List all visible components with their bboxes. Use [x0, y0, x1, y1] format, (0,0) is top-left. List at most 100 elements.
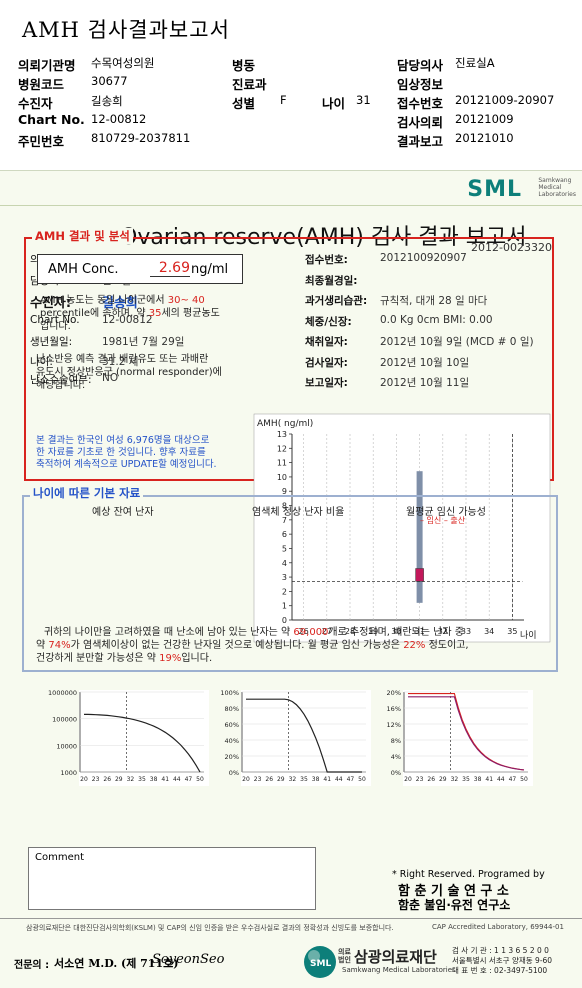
normal-egg-ratio-title: 염색체 정상 난자 비율: [252, 507, 345, 518]
header-l3-2: 나이: [322, 96, 346, 111]
header-v4-4: 20121010: [455, 131, 514, 145]
header-v4-3: 20121009: [455, 112, 514, 126]
right-info-label-6: 보고일자:: [305, 377, 348, 389]
header-l1-0: 의뢰기관명: [18, 58, 76, 73]
mini-x-tick-label: 35: [462, 776, 470, 783]
foundation-contact: 검 사 기 관 : 1 1 3 6 5 2 0 0 서울특별시 서초구 양재동 …: [452, 946, 553, 975]
mini-x-tick-label: 20: [80, 776, 88, 783]
header-l4-2: 접수번호: [397, 96, 444, 111]
specialist-label: 전문의 :: [14, 960, 50, 971]
mini-chart-bg: [241, 690, 371, 786]
mini-x-tick-label: 38: [150, 776, 158, 783]
y-tick-label: 1: [282, 602, 287, 611]
mini-x-tick-label: 32: [289, 776, 297, 783]
pregnancy-chance-chart: 20% 16% 12% 8% 4% 0%20 23 26 29 32 35 38 41 44 47 50: [387, 689, 533, 786]
header-v1-4: 810729-2037811: [91, 131, 191, 145]
left-info-label-3: 생년월일:: [30, 336, 73, 348]
svg-text:SML: SML: [310, 959, 331, 969]
document-title: AMH 검사결과보고서: [22, 18, 230, 42]
mini-x-tick-label: 35: [138, 776, 146, 783]
header-l2-0: 병동: [232, 58, 256, 73]
amh-conc-box: AMH Conc. 2.69 ng/ml: [37, 254, 243, 284]
mini-x-tick-label: 23: [254, 776, 262, 783]
header-v1-3: 12-00812: [91, 112, 147, 126]
responder-text: 난소반응 예측 결과 배란유도 또는 과배란 유도시 정상반응군 (normal…: [36, 354, 222, 391]
mini-x-tick-label: 32: [127, 776, 135, 783]
mini-y-tick-label: 100000: [52, 716, 77, 724]
foundation-name: 삼광의료재단: [354, 948, 437, 966]
data-notice: 본 결과는 한국인 여성 6,976명을 대상으로 한 자료를 기초로 한 것입…: [36, 435, 217, 470]
age-section-title: 나이에 따른 기본 자료: [30, 485, 144, 501]
sml-logo: SML: [467, 177, 522, 202]
mini-x-tick-label: 35: [300, 776, 308, 783]
right-info-value-5: 2012년 10월 10일: [380, 356, 470, 369]
programmed-by: * Right Reserved. Programed by: [392, 869, 545, 880]
x-tick-label: 28: [345, 627, 355, 636]
y-tick-label: 2: [282, 587, 287, 596]
mini-chart-bg: [79, 690, 209, 786]
mini-y-tick-label: 0%: [229, 769, 239, 777]
y-tick-label: 7: [282, 516, 287, 525]
right-info-label-5: 검사일자:: [305, 356, 348, 369]
pregnancy-legend: – 임신 – 출산: [420, 516, 466, 525]
mini-x-tick-label: 41: [485, 776, 493, 783]
mini-y-tick-label: 20%: [225, 753, 239, 761]
mini-x-tick-label: 50: [196, 776, 204, 783]
right-info-value-3: 0.0 Kg 0cm BMI: 0.00: [380, 313, 493, 326]
divider: [0, 205, 582, 206]
mini-y-tick-label: 4%: [391, 753, 401, 761]
mini-x-tick-label: 38: [474, 776, 482, 783]
mini-x-tick-label: 26: [427, 776, 435, 783]
mini-y-tick-label: 16%: [387, 705, 401, 713]
x-tick-label: 29: [368, 627, 378, 636]
header-l1-3: Chart No.: [18, 112, 85, 127]
right-info-value-6: 2012년 10월 11일: [380, 377, 470, 389]
chart-xlabel: 나이: [520, 630, 537, 641]
y-tick-label: 5: [282, 544, 287, 553]
x-tick-label: 31: [415, 627, 425, 636]
mini-x-tick-label: 32: [451, 776, 459, 783]
chart-ylabel: AMH( ng/ml): [257, 419, 313, 429]
lab-name-1: 함 춘 기 술 연 구 소: [398, 884, 509, 899]
header-v1-1: 30677: [91, 74, 128, 88]
mini-x-tick-label: 47: [509, 776, 517, 783]
pregnancy-chance-title: 월평균 임신 가능성: [406, 507, 486, 518]
mini-y-tick-label: 12%: [387, 721, 401, 729]
x-tick-label: 34: [484, 627, 494, 636]
comment-label: Comment: [35, 852, 84, 863]
amh-conc-label: AMH Conc.: [48, 262, 119, 277]
header-v4-2: 20121009-20907: [455, 93, 555, 107]
right-info-label-1: 최종월경일:: [305, 274, 358, 287]
foundation-en: Samkwang Medical Laboratories: [342, 966, 456, 974]
percentile-text: AMH 농도는 동일 나이군에서 30~ 40 percentile에 속하며,…: [40, 295, 220, 332]
remaining-eggs-title: 예상 잔여 난자: [92, 507, 154, 518]
x-tick-label: 32: [438, 627, 448, 636]
mini-x-tick-label: 50: [358, 776, 366, 783]
mini-y-tick-label: 60%: [225, 721, 239, 729]
y-tick-label: 0: [282, 616, 287, 625]
header-v3-2: 31: [356, 93, 371, 107]
mini-x-tick-label: 26: [265, 776, 273, 783]
comment-box: Comment: [28, 847, 316, 910]
y-tick-label: 13: [277, 430, 287, 439]
mini-y-tick-label: 1000000: [48, 689, 77, 697]
amh-range-bar: [416, 471, 423, 603]
header-l2-1: 진료과: [232, 77, 267, 92]
left-info-label-5: 난소수술여부:: [30, 374, 92, 386]
mini-x-tick-label: 29: [439, 776, 447, 783]
patient-name: 길송희: [102, 296, 138, 311]
x-tick-label: 35: [507, 627, 517, 636]
mini-line: [246, 698, 362, 773]
y-tick-label: 8: [282, 502, 287, 511]
mini-x-tick-label: 29: [277, 776, 285, 783]
patient-label: 수진자:: [30, 296, 72, 311]
mini-x-tick-label: 41: [161, 776, 169, 783]
header-l1-4: 주민번호: [18, 134, 65, 149]
specialist-signature: SoyeonSeo: [152, 952, 225, 967]
header-l4-4: 결과보고: [397, 134, 444, 149]
mini-x-tick-label: 29: [115, 776, 123, 783]
mini-y-tick-label: 40%: [225, 737, 239, 745]
mini-x-tick-label: 20: [242, 776, 250, 783]
